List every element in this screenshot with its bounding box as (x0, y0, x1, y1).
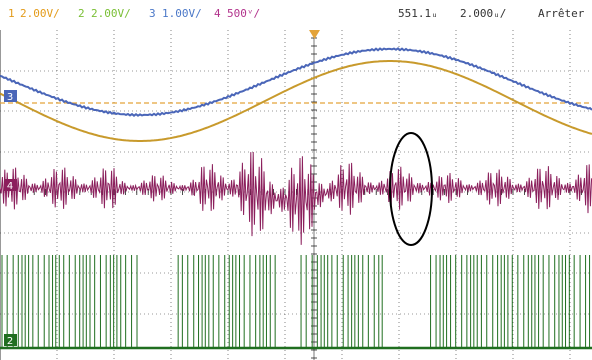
annotation-ellipse (389, 132, 433, 246)
trigger-position-marker[interactable] (309, 30, 320, 39)
scope-display[interactable]: 3 4 2 (0, 30, 592, 360)
ch3-number[interactable]: 3 (149, 7, 156, 20)
ch3-scale[interactable]: 1.00V/ (162, 7, 202, 20)
ch4-trace (0, 151, 592, 245)
ch2-ground-marker[interactable]: 2 (4, 334, 17, 347)
ch2-number[interactable]: 2 (78, 7, 85, 20)
ch4-marker-label: 4 (7, 181, 13, 192)
ch2-trace (0, 255, 592, 350)
ch3-trace (0, 47, 592, 117)
ch2-marker-label: 2 (7, 336, 13, 347)
run-state[interactable]: Arrêter (538, 7, 585, 20)
ch4-number[interactable]: 4 (214, 7, 221, 20)
ch4-scale[interactable]: 500ᵛ/ (227, 7, 261, 20)
status-bar: 1 2.00V/ 2 2.00V/ 3 1.00V/ 4 500ᵛ/ 551.1… (0, 0, 592, 30)
ch4-ground-marker[interactable]: 4 (4, 179, 17, 192)
ch1-number[interactable]: 1 (8, 7, 15, 20)
ch3-ground-marker[interactable]: 3 (4, 90, 17, 103)
ch1-scale[interactable]: 2.00V/ (20, 7, 60, 20)
time-offset[interactable]: 551.1ᵤ (398, 7, 438, 20)
ch2-scale[interactable]: 2.00V/ (91, 7, 131, 20)
time-scale[interactable]: 2.000ᵤ/ (460, 7, 507, 20)
ch1-trace (0, 60, 592, 142)
ch3-marker-label: 3 (7, 92, 13, 103)
